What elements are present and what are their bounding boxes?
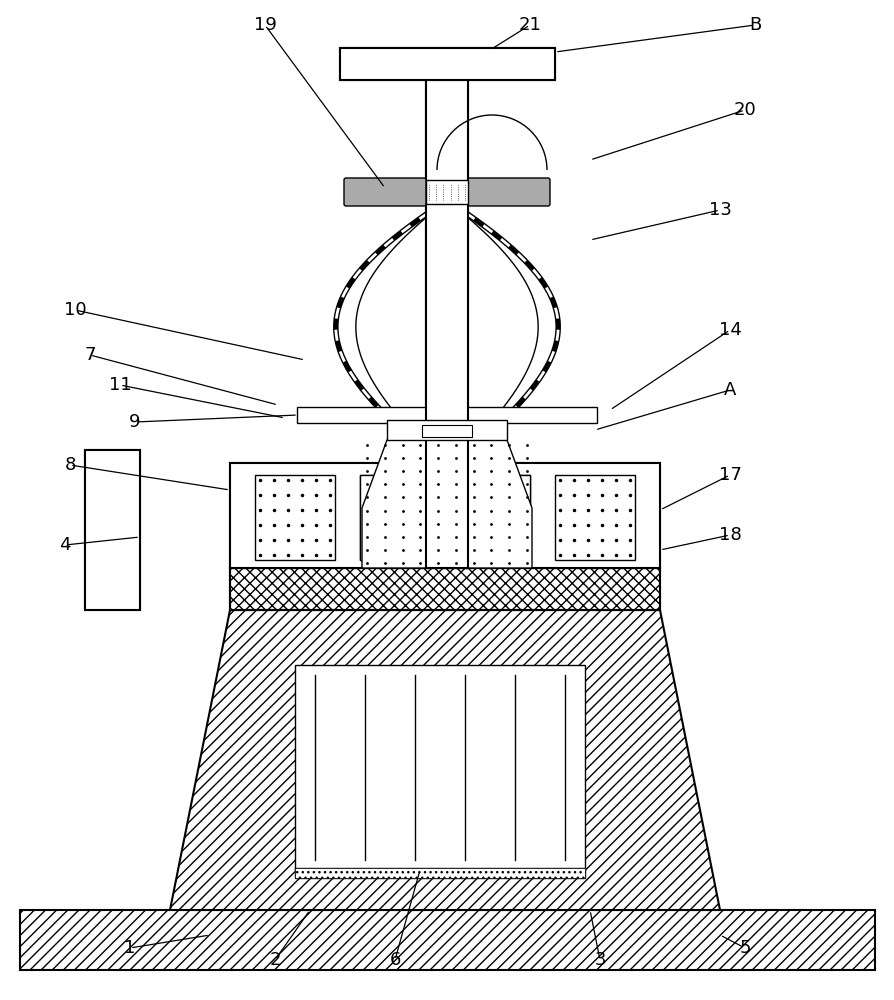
- Text: 1: 1: [124, 939, 136, 957]
- Text: 21: 21: [518, 16, 541, 34]
- Bar: [386, 420, 506, 440]
- Bar: [295, 868, 585, 878]
- Text: 8: 8: [64, 456, 76, 474]
- Bar: [255, 475, 334, 560]
- Text: 19: 19: [253, 16, 276, 34]
- Text: 18: 18: [718, 526, 740, 544]
- Text: 6: 6: [389, 951, 401, 969]
- Bar: [230, 568, 659, 610]
- Text: 20: 20: [733, 101, 755, 119]
- Bar: [340, 48, 554, 80]
- Text: 5: 5: [738, 939, 750, 957]
- Text: 10: 10: [63, 301, 86, 319]
- Text: 11: 11: [108, 376, 131, 394]
- Text: 17: 17: [718, 466, 740, 484]
- Bar: [359, 475, 529, 560]
- Bar: [426, 50, 468, 568]
- Polygon shape: [170, 610, 719, 910]
- Bar: [85, 450, 139, 610]
- Bar: [359, 475, 529, 560]
- FancyBboxPatch shape: [343, 178, 426, 206]
- Text: B: B: [748, 16, 760, 34]
- Bar: [85, 450, 139, 610]
- Bar: [422, 425, 471, 437]
- Bar: [426, 50, 468, 568]
- FancyBboxPatch shape: [468, 178, 550, 206]
- Bar: [230, 463, 659, 568]
- Bar: [20, 910, 874, 970]
- Text: 9: 9: [129, 413, 140, 431]
- Text: 7: 7: [84, 346, 96, 364]
- Bar: [297, 407, 596, 423]
- Bar: [230, 463, 659, 568]
- Bar: [426, 180, 468, 204]
- Text: 3: 3: [594, 951, 605, 969]
- Bar: [554, 475, 634, 560]
- Text: 14: 14: [718, 321, 740, 339]
- Polygon shape: [361, 440, 531, 568]
- Bar: [295, 868, 585, 878]
- Text: 4: 4: [59, 536, 71, 554]
- Text: A: A: [723, 381, 736, 399]
- Bar: [340, 48, 554, 80]
- Bar: [295, 665, 585, 870]
- Text: 13: 13: [708, 201, 730, 219]
- Bar: [230, 568, 659, 610]
- Text: 2: 2: [269, 951, 281, 969]
